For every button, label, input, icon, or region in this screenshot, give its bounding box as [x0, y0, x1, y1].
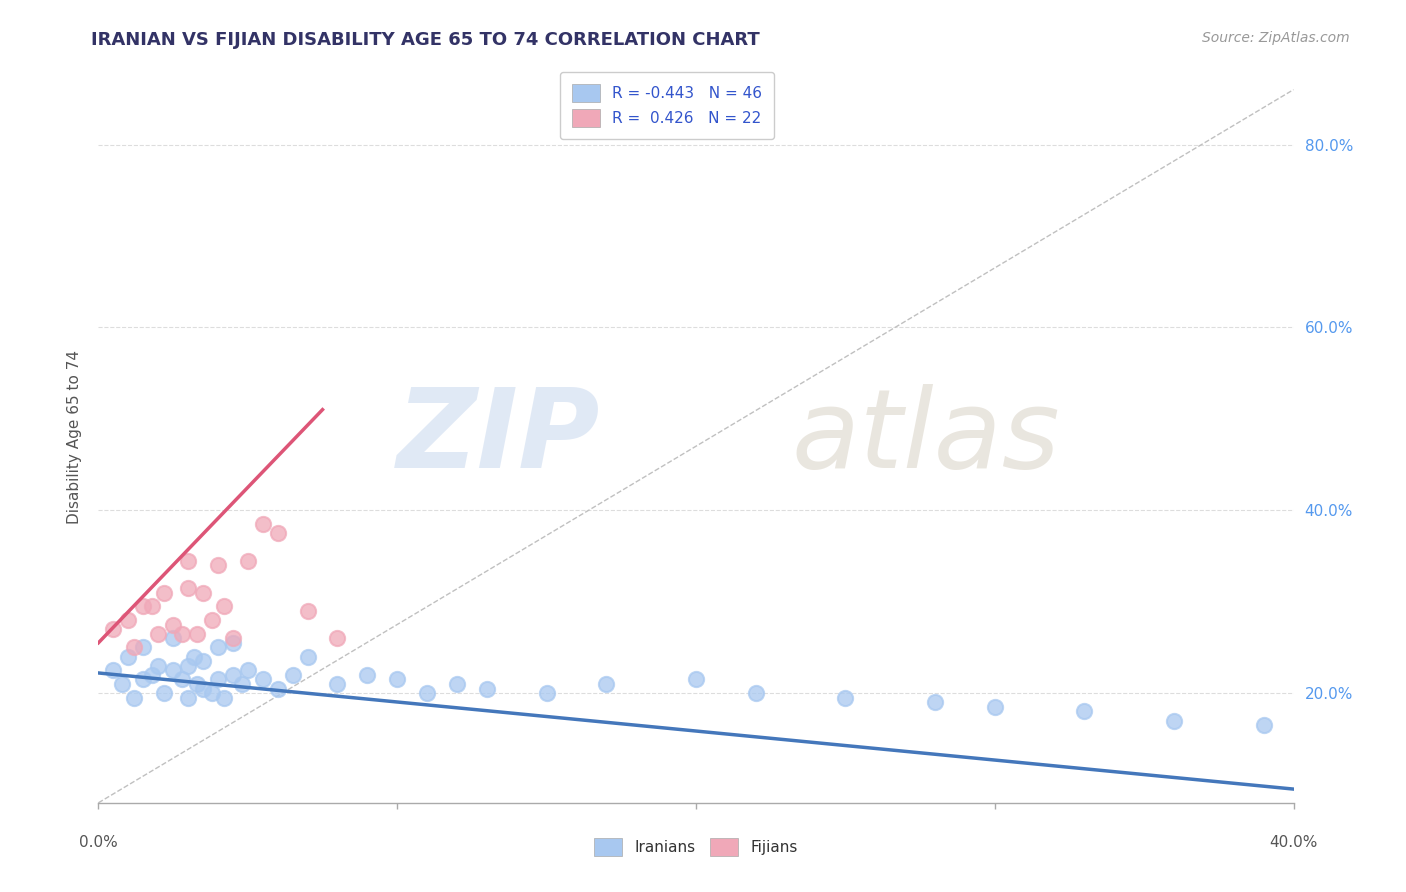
Point	[595, 677, 617, 691]
Point	[177, 581, 200, 595]
Point	[222, 636, 245, 650]
Point	[267, 526, 290, 541]
Text: atlas: atlas	[792, 384, 1060, 491]
Point	[191, 585, 214, 599]
Point	[141, 599, 163, 614]
Point	[416, 686, 439, 700]
Point	[177, 658, 200, 673]
Point	[267, 681, 290, 696]
Point	[1073, 705, 1095, 719]
Point	[212, 599, 235, 614]
Point	[236, 663, 259, 677]
Point	[222, 667, 245, 681]
Point	[326, 677, 349, 691]
Point	[103, 622, 125, 636]
Point	[132, 599, 155, 614]
Point	[236, 553, 259, 567]
Point	[924, 695, 946, 709]
Point	[207, 640, 229, 655]
Point	[984, 699, 1007, 714]
Point	[172, 626, 194, 640]
Point	[191, 654, 214, 668]
Point	[103, 663, 125, 677]
Point	[231, 677, 253, 691]
Point	[834, 690, 856, 705]
Text: 40.0%: 40.0%	[1270, 835, 1317, 850]
Point	[148, 626, 170, 640]
Point	[183, 649, 205, 664]
Point	[356, 667, 378, 681]
Point	[177, 690, 200, 705]
Point	[536, 686, 558, 700]
Point	[153, 686, 176, 700]
Text: 0.0%: 0.0%	[79, 835, 118, 850]
Point	[281, 667, 304, 681]
Point	[117, 649, 139, 664]
Point	[297, 604, 319, 618]
Point	[124, 690, 146, 705]
Point	[148, 658, 170, 673]
Point	[685, 673, 707, 687]
Point	[162, 663, 184, 677]
Point	[186, 626, 208, 640]
Y-axis label: Disability Age 65 to 74: Disability Age 65 to 74	[66, 350, 82, 524]
Point	[172, 673, 194, 687]
Point	[475, 681, 498, 696]
Point	[207, 558, 229, 573]
Text: IRANIAN VS FIJIAN DISABILITY AGE 65 TO 74 CORRELATION CHART: IRANIAN VS FIJIAN DISABILITY AGE 65 TO 7…	[91, 31, 761, 49]
Point	[132, 673, 155, 687]
Point	[446, 677, 468, 691]
Point	[201, 613, 224, 627]
Point	[141, 667, 163, 681]
Point	[1163, 714, 1185, 728]
Point	[745, 686, 768, 700]
Point	[1253, 718, 1275, 732]
Point	[186, 677, 208, 691]
Point	[222, 632, 245, 646]
Point	[297, 649, 319, 664]
Point	[252, 516, 274, 531]
Point	[212, 690, 235, 705]
Point	[177, 553, 200, 567]
Point	[111, 677, 134, 691]
Point	[162, 617, 184, 632]
Point	[385, 673, 409, 687]
Point	[191, 681, 214, 696]
Point	[207, 673, 229, 687]
Text: ZIP: ZIP	[396, 384, 600, 491]
Point	[201, 686, 224, 700]
Legend: Iranians, Fijians: Iranians, Fijians	[582, 826, 810, 868]
Text: Source: ZipAtlas.com: Source: ZipAtlas.com	[1202, 31, 1350, 45]
Point	[153, 585, 176, 599]
Point	[124, 640, 146, 655]
Point	[132, 640, 155, 655]
Point	[326, 632, 349, 646]
Point	[162, 632, 184, 646]
Point	[252, 673, 274, 687]
Point	[117, 613, 139, 627]
